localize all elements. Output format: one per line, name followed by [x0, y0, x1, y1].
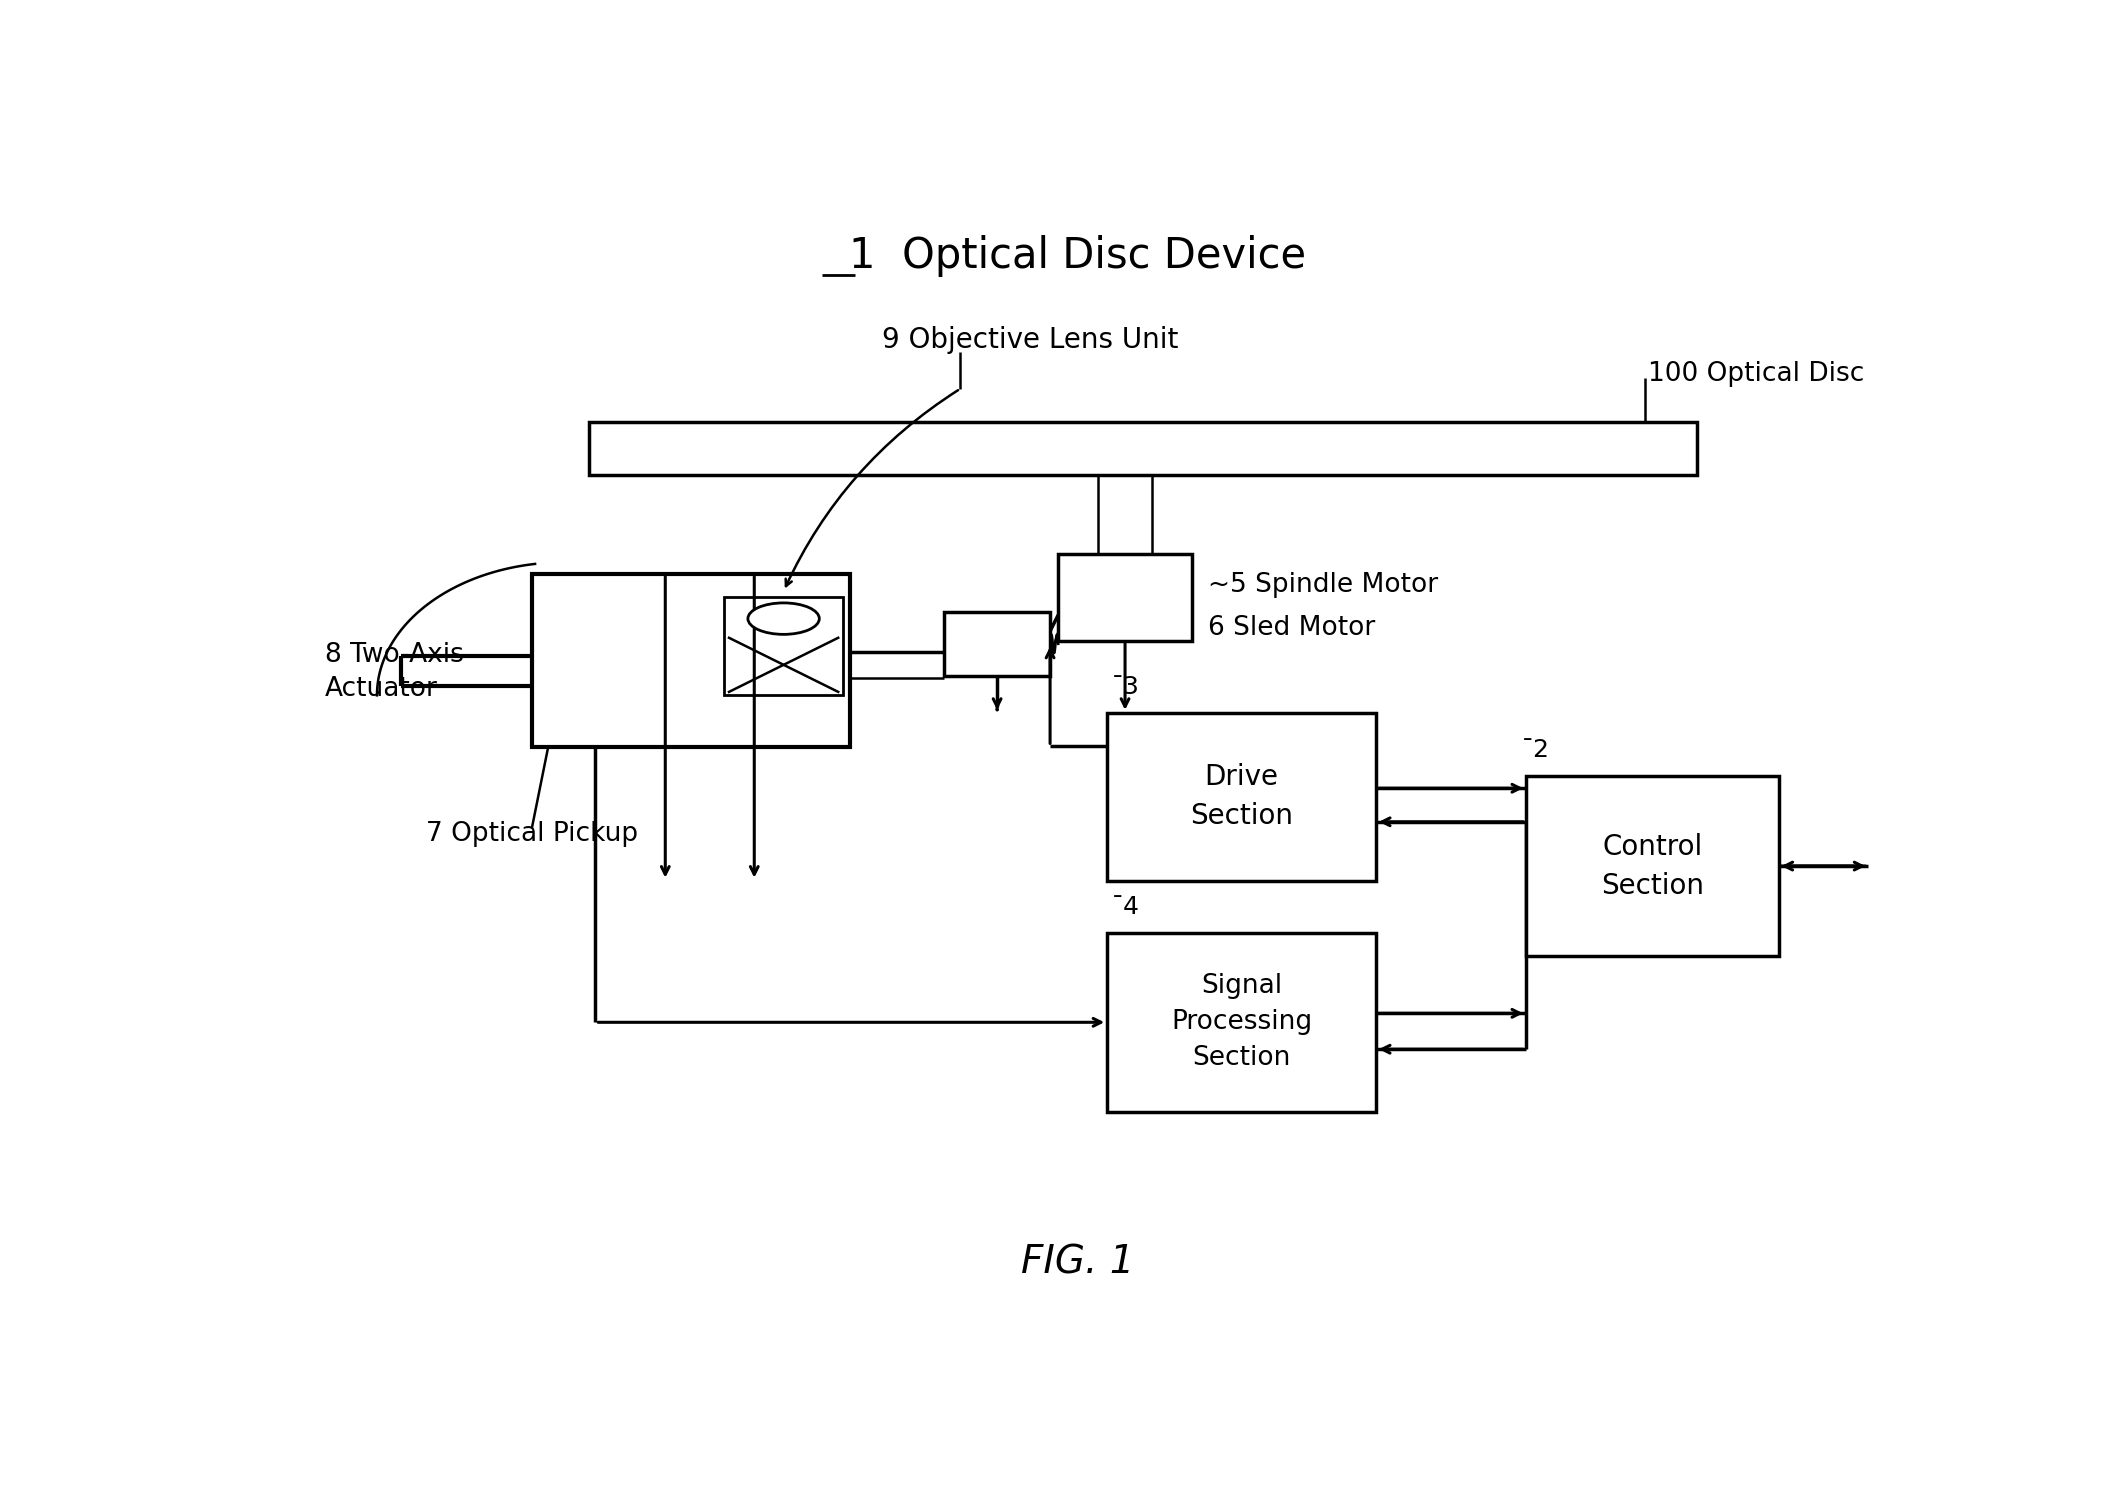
- Bar: [589, 422, 1697, 475]
- Ellipse shape: [749, 603, 820, 634]
- Text: ̄3: ̄3: [1123, 675, 1140, 699]
- Bar: [1527, 777, 1779, 956]
- Bar: [532, 574, 850, 747]
- Bar: [723, 597, 843, 696]
- Text: Control
Section: Control Section: [1600, 833, 1703, 900]
- Bar: [1106, 712, 1375, 881]
- Text: 8 Two-Axis
Actuator: 8 Two-Axis Actuator: [324, 642, 463, 702]
- Text: 100 Optical Disc: 100 Optical Disc: [1649, 361, 1865, 386]
- Text: ̄4: ̄4: [1123, 894, 1140, 918]
- Text: 7 Optical Pickup: 7 Optical Pickup: [425, 821, 637, 848]
- Text: ~5 Spindle Motor: ~5 Spindle Motor: [1207, 571, 1438, 598]
- Bar: [1106, 932, 1375, 1112]
- Text: ̄2: ̄2: [1535, 738, 1550, 762]
- Text: 9 Objective Lens Unit: 9 Objective Lens Unit: [883, 326, 1178, 355]
- Text: Drive
Section: Drive Section: [1190, 764, 1293, 830]
- Bar: [1058, 555, 1192, 640]
- Text: FIG. 1: FIG. 1: [1022, 1243, 1134, 1282]
- Text: Signal
Processing
Section: Signal Processing Section: [1171, 974, 1312, 1072]
- Text: 6 Sled Motor: 6 Sled Motor: [1207, 615, 1375, 640]
- Text: 1  Optical Disc Device: 1 Optical Disc Device: [850, 234, 1306, 277]
- Bar: [944, 612, 1049, 676]
